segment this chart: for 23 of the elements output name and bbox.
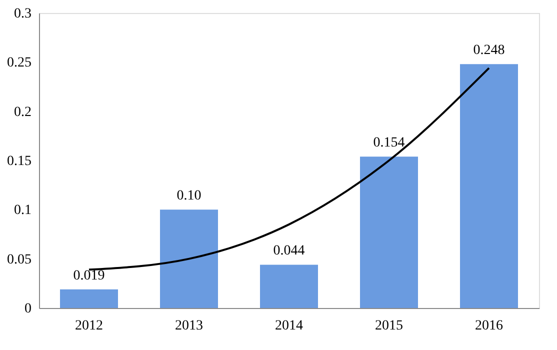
data-label: 0.10	[176, 188, 202, 204]
bar	[460, 64, 518, 308]
bar	[260, 264, 318, 308]
data-label: 0.154	[373, 136, 405, 151]
data-label: 0.044	[273, 244, 305, 259]
x-tick-label: 2016	[475, 318, 503, 334]
y-tick-label: 0	[24, 302, 32, 316]
x-tick-label: 2014	[275, 318, 303, 334]
bar	[360, 156, 418, 308]
y-tick-label: 0.3	[14, 6, 32, 22]
data-label: 0.019	[73, 268, 105, 284]
y-tick-label: 0.25	[7, 56, 32, 71]
y-tick-label: 0.1	[14, 203, 32, 218]
y-tick-label: 0.05	[7, 252, 32, 268]
y-tick-label: 0.15	[7, 154, 32, 169]
data-label: 0.248	[473, 43, 505, 58]
x-tick-label: 2012	[75, 318, 103, 334]
x-tick-label: 2013	[175, 318, 203, 334]
bar	[60, 289, 118, 308]
y-tick-label: 0.2	[14, 104, 32, 120]
line-series	[88, 67, 490, 271]
bar	[160, 210, 218, 308]
x-tick-label: 2015	[375, 318, 403, 334]
